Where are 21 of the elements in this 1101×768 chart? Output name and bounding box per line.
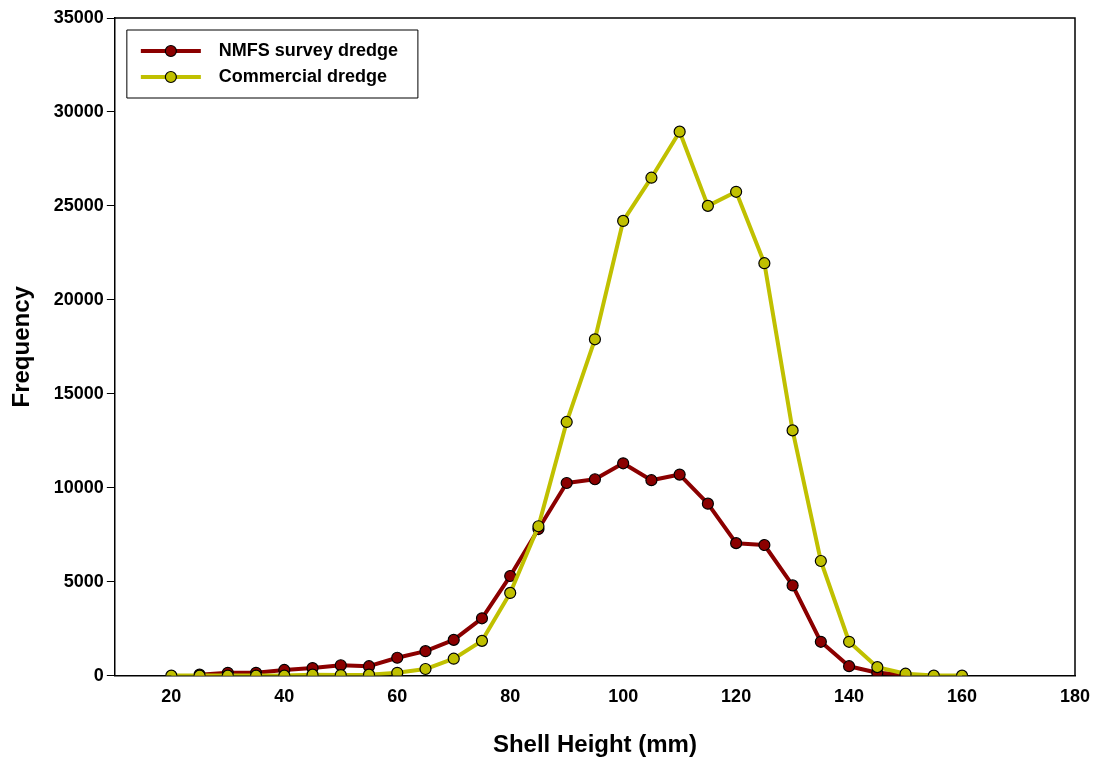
y-tick-label: 0 (93, 664, 104, 685)
x-tick-label: 20 (161, 686, 182, 707)
x-tick-label: 40 (274, 686, 295, 707)
y-tick-label: 35000 (53, 6, 104, 27)
x-tick-label: 100 (608, 686, 639, 707)
y-tick-label: 25000 (53, 194, 104, 215)
legend-label: NMFS survey dredge (218, 39, 398, 60)
legend-label: Commercial dredge (218, 65, 387, 86)
x-tick-label: 120 (721, 686, 752, 707)
x-axis-title: Shell Height (mm) (492, 730, 697, 758)
x-tick-label: 140 (834, 686, 865, 707)
x-tick-label: 80 (500, 686, 521, 707)
x-tick-label: 60 (387, 686, 408, 707)
y-axis-title: Frequency (7, 285, 35, 408)
x-tick-label: 160 (947, 686, 978, 707)
y-tick-label: 10000 (53, 476, 104, 497)
y-tick-label: 30000 (53, 100, 104, 121)
y-tick-label: 5000 (63, 570, 104, 591)
x-tick-label: 180 (1059, 686, 1091, 707)
y-tick-label: 15000 (53, 382, 104, 403)
y-tick-label: 20000 (53, 288, 104, 309)
